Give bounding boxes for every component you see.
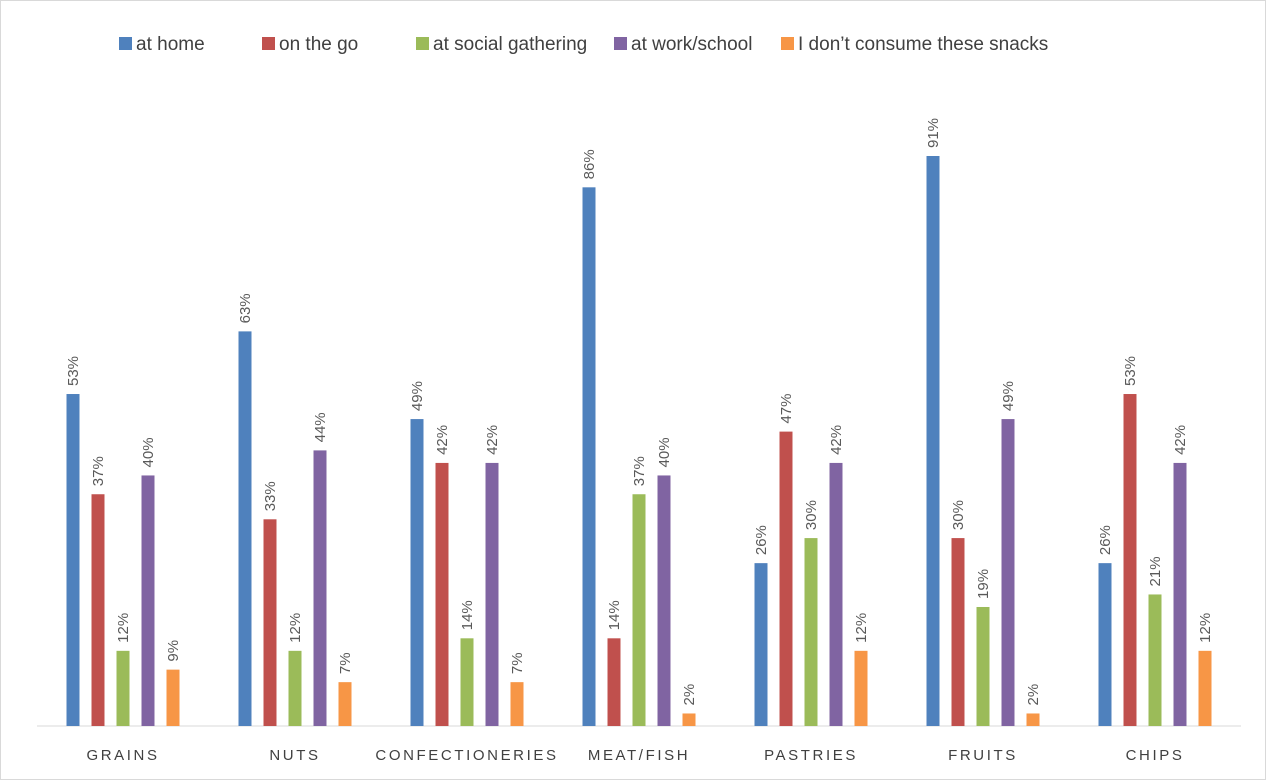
legend-label: I don’t consume these snacks	[798, 34, 1048, 55]
data-label: 53%	[65, 356, 82, 386]
bar-confectioneries-i-don-t-consume-these-snacks	[510, 682, 524, 726]
data-label: 42%	[828, 425, 845, 455]
category-label: MEAT/FISH	[588, 747, 690, 764]
data-label: 37%	[90, 456, 107, 486]
bar-pastries-at-work-school	[829, 462, 843, 726]
data-label: 40%	[656, 437, 673, 467]
data-label: 49%	[1000, 381, 1017, 411]
data-label: 14%	[606, 600, 623, 630]
legend-label: at home	[136, 34, 205, 55]
legend-label: on the go	[279, 34, 358, 55]
bar-nuts-at-social-gathering	[288, 650, 302, 726]
data-label: 37%	[631, 456, 648, 486]
bar-pastries-i-don-t-consume-these-snacks	[854, 650, 868, 726]
legend-label: at work/school	[631, 34, 752, 55]
data-label: 9%	[165, 640, 182, 662]
data-label: 53%	[1122, 356, 1139, 386]
bar-meat-fish-on-the-go	[607, 638, 621, 726]
bar-nuts-at-work-school	[313, 450, 327, 726]
bar-pastries-on-the-go	[779, 431, 793, 726]
category-label: NUTS	[269, 747, 320, 764]
category-label: CONFECTIONERIES	[375, 747, 558, 764]
data-label: 14%	[459, 600, 476, 630]
data-label: 86%	[581, 149, 598, 179]
data-label: 12%	[853, 613, 870, 643]
bar-confectioneries-at-social-gathering	[460, 638, 474, 726]
data-label: 12%	[115, 613, 132, 643]
bar-chips-i-don-t-consume-these-snacks	[1198, 650, 1212, 726]
legend-swatch-at-home	[119, 37, 132, 50]
bar-meat-fish-at-social-gathering	[632, 494, 646, 726]
data-label: 21%	[1147, 556, 1164, 586]
bar-meat-fish-at-home	[582, 187, 596, 727]
bar-fruits-at-work-school	[1001, 419, 1015, 726]
bar-fruits-i-don-t-consume-these-snacks	[1026, 713, 1040, 726]
bar-grains-at-home	[66, 394, 80, 726]
category-label: GRAINS	[86, 747, 159, 764]
bar-fruits-at-home	[926, 156, 940, 726]
bar-grains-at-social-gathering	[116, 650, 130, 726]
data-label: 42%	[434, 425, 451, 455]
bar-nuts-on-the-go	[263, 519, 277, 726]
category-label: PASTRIES	[764, 747, 858, 764]
data-label: 63%	[237, 293, 254, 323]
legend-swatch-at-work-school	[614, 37, 627, 50]
data-label: 2%	[1025, 684, 1042, 706]
category-label: CHIPS	[1126, 747, 1185, 764]
data-label: 42%	[484, 425, 501, 455]
category-label: FRUITS	[948, 747, 1018, 764]
bar-meat-fish-i-don-t-consume-these-snacks	[682, 713, 696, 726]
data-label: 49%	[409, 381, 426, 411]
data-label: 47%	[778, 394, 795, 424]
data-label: 33%	[262, 481, 279, 511]
data-label: 30%	[803, 500, 820, 530]
bar-fruits-at-social-gathering	[976, 606, 990, 726]
legend-swatch-at-social-gathering	[416, 37, 429, 50]
bar-grains-i-don-t-consume-these-snacks	[166, 669, 180, 726]
bar-grains-at-work-school	[141, 475, 155, 726]
bar-confectioneries-at-work-school	[485, 462, 499, 726]
bar-confectioneries-at-home	[410, 419, 424, 726]
legend-label: at social gathering	[433, 34, 587, 55]
legend-swatch-i-don-t-consume-these-snacks	[781, 37, 794, 50]
data-label: 42%	[1172, 425, 1189, 455]
bar-nuts-at-home	[238, 331, 252, 726]
data-label: 12%	[287, 613, 304, 643]
data-label: 44%	[312, 412, 329, 442]
legend-swatch-on-the-go	[262, 37, 275, 50]
data-label: 26%	[1097, 525, 1114, 555]
bar-confectioneries-on-the-go	[435, 462, 449, 726]
bar-grains-on-the-go	[91, 494, 105, 726]
data-label: 7%	[509, 652, 526, 674]
data-label: 26%	[753, 525, 770, 555]
data-label: 40%	[140, 437, 157, 467]
data-label: 19%	[975, 569, 992, 599]
bar-meat-fish-at-work-school	[657, 475, 671, 726]
bar-nuts-i-don-t-consume-these-snacks	[338, 682, 352, 726]
data-label: 2%	[681, 684, 698, 706]
bar-pastries-at-home	[754, 563, 768, 726]
bar-chips-at-work-school	[1173, 462, 1187, 726]
data-label: 91%	[925, 118, 942, 148]
data-label: 7%	[337, 652, 354, 674]
bar-pastries-at-social-gathering	[804, 538, 818, 726]
data-label: 30%	[950, 500, 967, 530]
data-label: 12%	[1197, 613, 1214, 643]
bar-chips-at-home	[1098, 563, 1112, 726]
bar-fruits-on-the-go	[951, 538, 965, 726]
bar-chips-at-social-gathering	[1148, 594, 1162, 726]
bar-chips-on-the-go	[1123, 394, 1137, 726]
